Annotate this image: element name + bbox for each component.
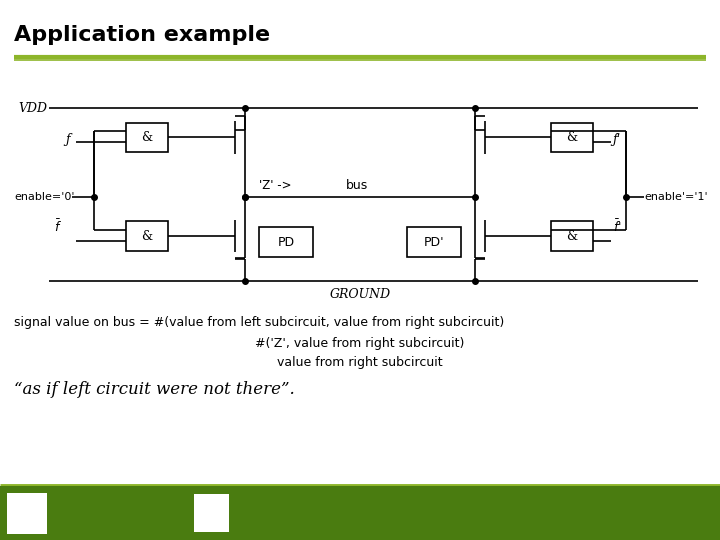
Text: VDD: VDD: [18, 102, 47, 114]
Bar: [194, 494, 229, 532]
Text: - 26 -: - 26 -: [670, 507, 702, 519]
Text: informatik: informatik: [236, 518, 283, 526]
Bar: [7, 493, 47, 534]
Text: technische universität: technische universität: [54, 499, 155, 508]
Text: &: &: [141, 131, 153, 144]
Text: enable'='1': enable'='1': [644, 192, 708, 202]
Bar: [259, 227, 313, 257]
Bar: [551, 123, 593, 152]
Text: Application example: Application example: [14, 25, 271, 45]
Text: 'Z' ->: 'Z' ->: [259, 179, 292, 192]
Text: signal value on bus = #(value from left subcircuit, value from right subcircuit): signal value on bus = #(value from left …: [14, 316, 505, 329]
Text: $\bar{f}$: $\bar{f}$: [54, 219, 62, 235]
Bar: [407, 227, 461, 257]
Text: fakultät für: fakultät für: [236, 499, 287, 508]
Text: tu: tu: [17, 504, 37, 522]
Text: #('Z', value from right subcircuit): #('Z', value from right subcircuit): [256, 338, 464, 350]
Text: ƒ': ƒ': [613, 133, 621, 146]
Text: GROUND: GROUND: [330, 288, 390, 301]
Text: $\bar{f}$': $\bar{f}$': [613, 219, 621, 235]
Text: value from right subcircuit: value from right subcircuit: [277, 356, 443, 369]
Text: &: &: [566, 131, 577, 144]
Bar: [551, 221, 593, 251]
Text: © P.Marwedel,: © P.Marwedel,: [374, 499, 440, 508]
Text: fi: fi: [204, 504, 219, 522]
Text: enable='0': enable='0': [14, 192, 75, 202]
Bar: [0, 486, 720, 540]
Text: PD': PD': [423, 235, 444, 249]
Text: “as if left circuit were not there”.: “as if left circuit were not there”.: [14, 381, 295, 397]
Text: &: &: [566, 230, 577, 243]
Text: bus: bus: [346, 179, 368, 192]
Text: dortmund: dortmund: [54, 518, 99, 526]
Text: ƒ: ƒ: [65, 133, 69, 146]
Bar: [126, 123, 168, 152]
Text: PD: PD: [278, 235, 294, 249]
Text: Informatik 12,  2012: Informatik 12, 2012: [374, 518, 467, 526]
Text: &: &: [141, 230, 153, 243]
Bar: [126, 221, 168, 251]
